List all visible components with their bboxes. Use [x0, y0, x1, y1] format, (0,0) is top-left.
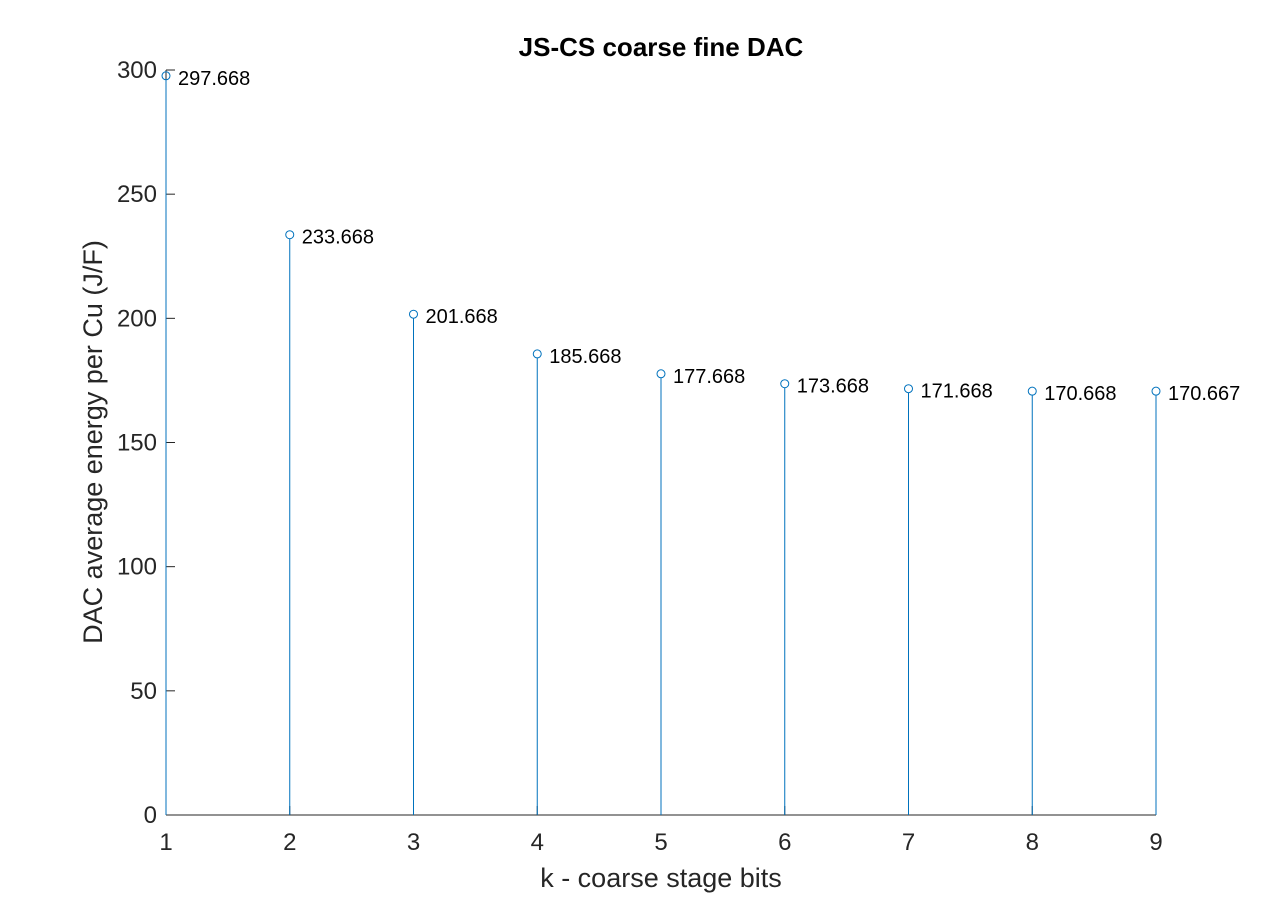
x-tick-label: 7 — [902, 829, 915, 856]
y-tick-label: 250 — [117, 181, 157, 208]
data-label: 185.668 — [549, 346, 621, 368]
stem-marker — [532, 349, 542, 359]
x-tick-label: 5 — [654, 829, 667, 856]
y-tick-label: 0 — [144, 802, 157, 829]
x-tick-label: 1 — [159, 829, 172, 856]
data-label: 170.668 — [1044, 383, 1116, 405]
x-tick-label: 4 — [531, 829, 544, 856]
data-label: 177.668 — [673, 366, 745, 388]
y-axis-label: DAC average energy per Cu (J/F) — [78, 240, 108, 644]
y-tick-label: 150 — [117, 430, 157, 457]
x-tick-label: 6 — [778, 829, 791, 856]
data-label: 173.668 — [797, 376, 869, 398]
stem-marker — [904, 384, 913, 394]
x-tick-label: 9 — [1149, 829, 1162, 856]
stem-series — [161, 71, 1161, 815]
data-label: 233.668 — [302, 227, 374, 249]
x-tick-label: 8 — [1026, 829, 1039, 856]
chart-title: JS-CS coarse fine DAC — [519, 32, 804, 62]
data-label: 171.668 — [921, 381, 993, 403]
stem-marker — [1151, 386, 1161, 396]
y-tick-label: 100 — [117, 554, 157, 581]
data-label: 201.668 — [426, 306, 498, 328]
stem-marker — [656, 369, 666, 379]
x-tick-label: 2 — [283, 829, 296, 856]
y-axis: 0 50 100 150 200 250 300 — [117, 57, 175, 829]
x-tick-label: 3 — [407, 829, 420, 856]
data-label: 170.667 — [1168, 383, 1240, 405]
data-labels: 297.668 233.668 201.668 185.668 177.668 173.6… — [178, 68, 1240, 405]
x-axis-label: k - coarse stage bits — [540, 863, 782, 893]
y-tick-label: 200 — [117, 305, 157, 332]
stem-marker — [780, 379, 790, 389]
y-tick-label: 300 — [117, 57, 157, 84]
stem-marker — [285, 230, 295, 240]
stem-marker — [409, 309, 418, 319]
data-label: 297.668 — [178, 68, 250, 90]
stem-marker — [161, 71, 171, 81]
x-axis: 1 2 3 4 5 6 7 8 9 — [159, 806, 1163, 856]
stem-marker — [1027, 386, 1037, 396]
y-tick-label: 50 — [130, 678, 157, 705]
